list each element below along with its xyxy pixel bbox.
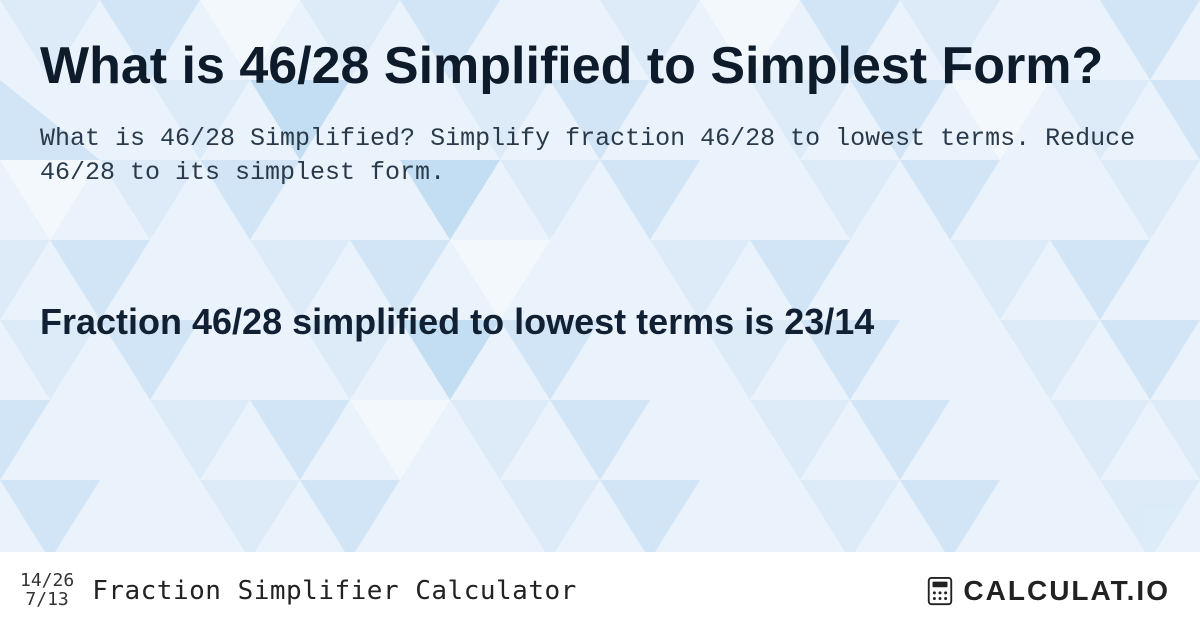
- main-content: What is 46/28 Simplified to Simplest For…: [0, 0, 1200, 630]
- calculator-icon: [925, 576, 955, 606]
- answer-heading: Fraction 46/28 simplified to lowest term…: [40, 300, 1160, 343]
- fraction-icon-bottom: 7/13: [25, 591, 68, 610]
- footer-title: Fraction Simplifier Calculator: [92, 576, 577, 606]
- description-text: What is 46/28 Simplified? Simplify fract…: [40, 122, 1160, 190]
- footer-left: 14/26 7/13 Fraction Simplifier Calculato…: [20, 572, 577, 610]
- footer-brand: CALCULAT.IO: [925, 575, 1170, 607]
- page-title: What is 46/28 Simplified to Simplest For…: [40, 38, 1160, 94]
- brand-text: CALCULAT.IO: [963, 575, 1170, 607]
- footer-bar: 14/26 7/13 Fraction Simplifier Calculato…: [0, 552, 1200, 630]
- fraction-icon: 14/26 7/13: [20, 572, 74, 610]
